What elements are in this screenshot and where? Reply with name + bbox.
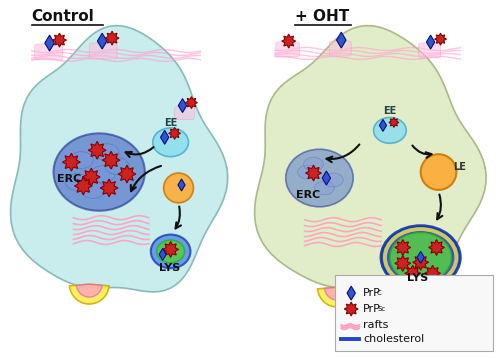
Polygon shape bbox=[424, 265, 440, 281]
Polygon shape bbox=[100, 179, 118, 197]
Text: PrP: PrP bbox=[363, 288, 381, 298]
Polygon shape bbox=[62, 153, 80, 171]
Polygon shape bbox=[52, 33, 66, 47]
Polygon shape bbox=[282, 34, 296, 48]
Text: EE: EE bbox=[384, 106, 396, 116]
FancyBboxPatch shape bbox=[330, 41, 351, 56]
Polygon shape bbox=[98, 33, 107, 49]
Text: ERC: ERC bbox=[56, 174, 81, 184]
FancyBboxPatch shape bbox=[276, 42, 299, 57]
Ellipse shape bbox=[314, 181, 334, 195]
Polygon shape bbox=[322, 171, 330, 185]
FancyBboxPatch shape bbox=[418, 43, 440, 58]
Polygon shape bbox=[405, 265, 420, 281]
Polygon shape bbox=[45, 35, 54, 51]
Ellipse shape bbox=[82, 182, 105, 198]
Polygon shape bbox=[412, 255, 428, 270]
Polygon shape bbox=[344, 302, 358, 316]
Ellipse shape bbox=[95, 144, 119, 161]
Polygon shape bbox=[395, 240, 410, 255]
Text: cholesterol: cholesterol bbox=[363, 334, 424, 344]
Text: Sc: Sc bbox=[377, 306, 386, 312]
Text: PrP: PrP bbox=[363, 304, 381, 314]
Polygon shape bbox=[102, 151, 120, 169]
Polygon shape bbox=[306, 165, 322, 181]
Polygon shape bbox=[395, 255, 410, 271]
Polygon shape bbox=[178, 179, 185, 191]
Ellipse shape bbox=[390, 233, 452, 282]
Text: EE: EE bbox=[164, 118, 177, 129]
Polygon shape bbox=[178, 98, 186, 112]
FancyBboxPatch shape bbox=[174, 107, 195, 120]
Circle shape bbox=[420, 154, 456, 190]
Ellipse shape bbox=[66, 174, 90, 190]
Ellipse shape bbox=[151, 234, 190, 268]
Polygon shape bbox=[162, 242, 178, 257]
Polygon shape bbox=[74, 177, 92, 195]
FancyBboxPatch shape bbox=[336, 275, 493, 350]
Text: LYS: LYS bbox=[158, 263, 180, 273]
FancyBboxPatch shape bbox=[90, 43, 117, 59]
Polygon shape bbox=[186, 97, 198, 108]
Text: C: C bbox=[377, 290, 382, 296]
Ellipse shape bbox=[374, 117, 406, 143]
Polygon shape bbox=[118, 165, 136, 183]
Polygon shape bbox=[168, 127, 180, 139]
Polygon shape bbox=[82, 168, 100, 186]
Text: + OHT: + OHT bbox=[294, 9, 349, 24]
Wedge shape bbox=[76, 284, 102, 297]
Polygon shape bbox=[160, 130, 169, 144]
Ellipse shape bbox=[153, 128, 188, 157]
Ellipse shape bbox=[70, 152, 93, 169]
Polygon shape bbox=[254, 26, 486, 292]
Ellipse shape bbox=[304, 157, 324, 171]
Ellipse shape bbox=[324, 173, 344, 187]
Ellipse shape bbox=[105, 158, 129, 175]
Polygon shape bbox=[426, 35, 435, 49]
Ellipse shape bbox=[298, 165, 318, 179]
Wedge shape bbox=[318, 287, 357, 307]
Wedge shape bbox=[324, 287, 350, 300]
Ellipse shape bbox=[54, 134, 145, 211]
Polygon shape bbox=[380, 120, 386, 131]
Polygon shape bbox=[389, 117, 399, 127]
Text: ERC: ERC bbox=[296, 190, 320, 200]
Text: LYS: LYS bbox=[407, 273, 428, 283]
Polygon shape bbox=[159, 248, 166, 260]
Polygon shape bbox=[347, 286, 356, 300]
Wedge shape bbox=[70, 284, 109, 304]
Text: rafts: rafts bbox=[363, 320, 388, 330]
Polygon shape bbox=[417, 251, 424, 263]
Polygon shape bbox=[10, 26, 228, 292]
Polygon shape bbox=[88, 141, 106, 159]
Ellipse shape bbox=[156, 240, 184, 263]
FancyBboxPatch shape bbox=[34, 44, 62, 60]
Polygon shape bbox=[105, 31, 119, 45]
Ellipse shape bbox=[286, 149, 353, 207]
Polygon shape bbox=[336, 32, 346, 48]
Polygon shape bbox=[434, 33, 446, 45]
Ellipse shape bbox=[91, 166, 115, 183]
Circle shape bbox=[164, 173, 194, 203]
Ellipse shape bbox=[381, 226, 460, 289]
Polygon shape bbox=[428, 240, 444, 255]
Text: LE: LE bbox=[454, 162, 466, 172]
Text: Control: Control bbox=[32, 9, 94, 24]
